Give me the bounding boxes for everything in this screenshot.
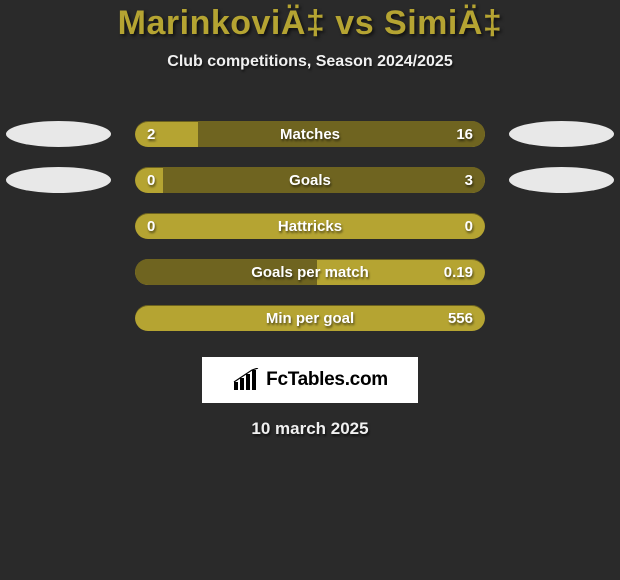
spacer (485, 305, 620, 331)
stat-bar: 0Hattricks0 (135, 213, 485, 239)
stat-label: Hattricks (135, 213, 485, 239)
spacer (0, 259, 135, 285)
spacer (485, 259, 620, 285)
spacer (485, 213, 620, 239)
stat-bar: 0Goals3 (135, 167, 485, 193)
subtitle: Club competitions, Season 2024/2025 (0, 53, 620, 71)
stat-value-right: 556 (436, 305, 485, 331)
logo-text: FcTables.com (266, 369, 388, 391)
stat-bar: Min per goal556 (135, 305, 485, 331)
stat-value-right: 16 (444, 121, 485, 147)
team-badge-left (6, 167, 111, 193)
comparison-infographic: MarinkoviÄ‡ vs SimiÄ‡ Club competitions,… (0, 0, 620, 439)
stat-bar: Goals per match0.19 (135, 259, 485, 285)
logo-box: FcTables.com (202, 357, 418, 403)
stat-row: Goals per match0.19 (0, 249, 620, 295)
team-badge-left (6, 121, 111, 147)
stat-row: Min per goal556 (0, 295, 620, 341)
team-badge-right (509, 121, 614, 147)
spacer (0, 305, 135, 331)
stat-label: Min per goal (135, 305, 485, 331)
stat-value-right: 0.19 (432, 259, 485, 285)
stat-value-right: 0 (453, 213, 485, 239)
stat-row: 0Goals3 (0, 157, 620, 203)
stat-bar: 2Matches16 (135, 121, 485, 147)
stat-label: Goals (135, 167, 485, 193)
stat-value-right: 3 (453, 167, 485, 193)
stat-row: 2Matches16 (0, 111, 620, 157)
page-title: MarinkoviÄ‡ vs SimiÄ‡ (0, 4, 620, 43)
team-badge-right (509, 167, 614, 193)
bar-chart-icon (232, 368, 260, 392)
stat-rows: 2Matches160Goals30Hattricks0Goals per ma… (0, 111, 620, 341)
stat-label: Matches (135, 121, 485, 147)
stat-row: 0Hattricks0 (0, 203, 620, 249)
spacer (0, 213, 135, 239)
date-text: 10 march 2025 (0, 419, 620, 439)
